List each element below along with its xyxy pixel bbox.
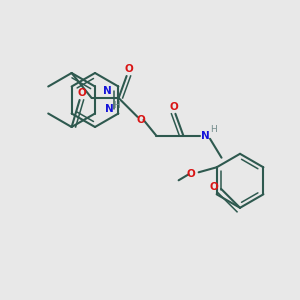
Text: N: N — [105, 104, 114, 115]
Text: O: O — [124, 64, 133, 74]
Text: O: O — [169, 102, 178, 112]
Text: O: O — [77, 88, 86, 98]
Text: O: O — [186, 169, 195, 179]
Text: O: O — [210, 182, 218, 192]
Text: O: O — [136, 115, 145, 125]
Text: N: N — [103, 85, 112, 95]
Text: H: H — [210, 125, 216, 134]
Text: N: N — [201, 131, 209, 141]
Text: H: H — [113, 101, 120, 110]
